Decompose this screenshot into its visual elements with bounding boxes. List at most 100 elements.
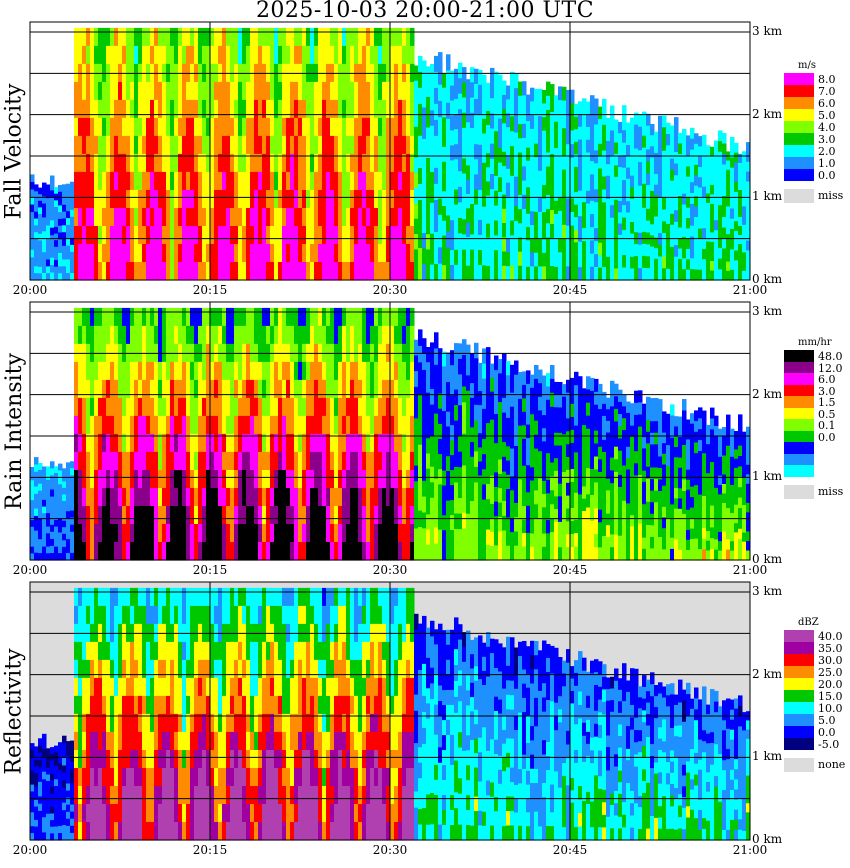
x-tick-label: 21:00	[732, 563, 768, 577]
ylabel-fall-velocity-text: Fall Velocity	[1, 83, 27, 219]
legend-label: 3.0	[818, 384, 836, 398]
legend-swatch	[784, 419, 814, 431]
legend-label: 5.0	[818, 714, 836, 727]
legend-label: none	[818, 758, 846, 771]
legend-label: miss	[818, 484, 844, 498]
legend-unit: mm/hr	[798, 337, 832, 348]
x-tick-label: 20:00	[12, 283, 48, 297]
legend-swatch	[784, 738, 814, 750]
x-tick-label: 20:15	[192, 563, 228, 577]
x-tick-label: 21:00	[732, 843, 768, 857]
y-tick-label: 2 km	[752, 666, 783, 681]
x-tick-label: 20:45	[552, 283, 588, 297]
legend-label: 48.0	[818, 350, 843, 363]
legend-label: 0.0	[818, 430, 836, 444]
legend-label: 1.5	[818, 396, 836, 409]
ylabel-reflectivity: Reflectivity	[0, 582, 30, 840]
y-tick-label: 3 km	[752, 304, 783, 318]
legend-swatch	[784, 396, 814, 408]
legend-label: 10.0	[818, 702, 843, 715]
legend-label: 2.0	[818, 145, 836, 158]
ylabel-rain-intensity-text: Rain Intensity	[1, 352, 27, 510]
legend-label: 30.0	[818, 654, 843, 667]
legend-swatch	[784, 384, 814, 396]
y-tick-label: 1 km	[752, 749, 783, 764]
x-tick-label: 20:30	[372, 563, 408, 577]
legend-label: 12.0	[818, 361, 843, 375]
panel-fall-velocity	[29, 21, 751, 281]
x-tick-label: 21:00	[732, 283, 768, 297]
legend-label: 0.0	[818, 726, 836, 739]
x-tick-label: 20:15	[192, 843, 228, 857]
legend-swatch	[784, 666, 814, 678]
legend-label: 20.0	[818, 678, 843, 691]
legend-label: 4.0	[818, 121, 836, 134]
legend-label: 25.0	[818, 666, 843, 679]
legend-label: 40.0	[818, 630, 843, 643]
legend-swatch	[784, 373, 814, 385]
legend-label: 0.1	[818, 419, 836, 432]
y-tick-label: 1 km	[752, 189, 783, 204]
plot-frame	[29, 301, 751, 561]
legend-swatch	[784, 442, 814, 454]
x-tick-label: 20:45	[552, 843, 588, 857]
panel-reflectivity	[29, 581, 751, 841]
plot-frame	[29, 21, 751, 281]
legend-swatch	[784, 169, 814, 181]
x-tick-label: 20:00	[12, 563, 48, 577]
y-tick-label: 3 km	[752, 24, 783, 38]
legend-swatch	[784, 758, 814, 772]
legend-swatch	[784, 678, 814, 690]
y-tick-label: 2 km	[752, 106, 783, 121]
legend-swatch	[784, 430, 814, 442]
legend-swatch	[784, 702, 814, 714]
plot-frame	[29, 581, 751, 841]
legend-label: 6.0	[818, 373, 836, 386]
legend-swatch	[784, 407, 814, 419]
legend-swatch	[784, 73, 814, 85]
ylabel-fall-velocity: Fall Velocity	[0, 22, 30, 280]
legend-unit: m/s	[798, 60, 816, 71]
legend-swatch	[784, 654, 814, 666]
grid-lines	[30, 302, 750, 560]
y-tick-label: 0 km	[752, 272, 783, 286]
legend-swatch	[784, 630, 814, 642]
legend-label: 6.0	[818, 97, 836, 110]
legend-swatch	[784, 157, 814, 169]
x-tick-label: 20:15	[192, 283, 228, 297]
x-tick-label: 20:30	[372, 843, 408, 857]
panel-rain-intensity	[29, 301, 751, 561]
legend-swatch	[784, 109, 814, 121]
y-tick-label: 3 km	[752, 584, 783, 598]
legend-label: -5.0	[818, 738, 840, 751]
legend-swatch	[784, 145, 814, 157]
y-tick-label: 2 km	[752, 386, 783, 401]
x-tick-label: 20:00	[12, 843, 48, 857]
legend-label: 15.0	[818, 690, 843, 703]
y-tick-label: 1 km	[752, 469, 783, 484]
legend-unit: dBZ	[798, 617, 819, 628]
legend-label: miss	[818, 189, 844, 202]
legend-swatch	[784, 121, 814, 133]
legend-swatch	[784, 642, 814, 654]
legend-label: 1.0	[818, 157, 836, 170]
legend-label: 8.0	[818, 73, 836, 86]
legend-label: 0.5	[818, 407, 836, 421]
chart-title: 2025-10-03 20:00-21:00 UTC	[255, 0, 595, 23]
legend-label: 5.0	[818, 109, 836, 122]
legend-swatch	[784, 714, 814, 726]
legend-swatch	[784, 484, 814, 499]
grid-lines	[30, 582, 750, 840]
legend-swatch	[784, 133, 814, 145]
x-tick-label: 20:30	[372, 283, 408, 297]
legend-label: 7.0	[818, 85, 836, 98]
y-tick-label: 0 km	[752, 552, 783, 566]
legend-swatch	[784, 453, 814, 465]
legend-swatch	[784, 350, 814, 362]
legend-label: 0.0	[818, 169, 836, 182]
grid-lines	[30, 22, 750, 280]
legend-swatch	[784, 85, 814, 97]
legend-swatch	[784, 97, 814, 109]
legend-swatch	[784, 361, 814, 373]
y-tick-label: 0 km	[752, 832, 783, 846]
